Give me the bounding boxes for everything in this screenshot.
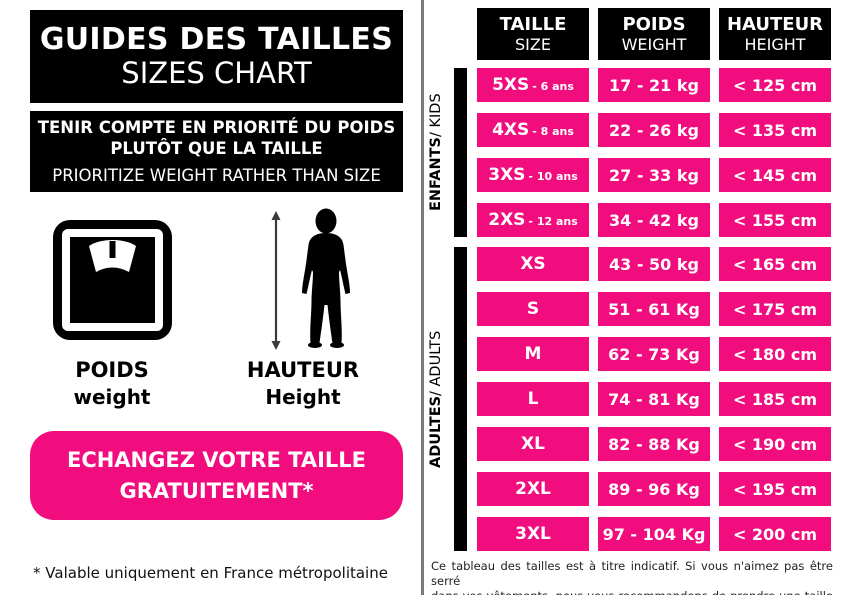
weight-cell: 51 - 61 Kg <box>598 292 710 326</box>
adults-group-label: ADULTES / ADULTS <box>428 330 444 468</box>
vertical-divider <box>421 0 424 595</box>
table-row: XS 43 - 50 kg < 165 cm <box>477 247 831 281</box>
table-row: 2XL 89 - 96 Kg < 195 cm <box>477 472 831 506</box>
weight-cell: 34 - 42 kg <box>598 203 710 237</box>
size-cell: 2XS - 12 ans <box>477 203 589 237</box>
priority-notice: TENIR COMPTE EN PRIORITÉ DU POIDS PLUTÔT… <box>30 111 403 192</box>
weight-cell: 89 - 96 Kg <box>598 472 710 506</box>
kids-group-gutter: ENFANTS / KIDS <box>424 68 467 237</box>
table-header-row: TAILLE SIZE POIDS WEIGHT HAUTEUR HEIGHT <box>477 8 831 60</box>
height-cell: < 175 cm <box>719 292 831 326</box>
weight-cell: 43 - 50 kg <box>598 247 710 281</box>
notice-english: PRIORITIZE WEIGHT RATHER THAN SIZE <box>52 166 381 186</box>
size-cell: 3XL <box>477 517 589 551</box>
table-row: S 51 - 61 Kg < 175 cm <box>477 292 831 326</box>
table-row: 2XS - 12 ans 34 - 42 kg < 155 cm <box>477 203 831 237</box>
scale-icon <box>53 220 172 340</box>
weight-cell: 82 - 88 Kg <box>598 427 710 461</box>
kids-group-section: ENFANTS / KIDS 5XS - 6 ans 17 - 21 kg < 1… <box>424 68 831 237</box>
size-cell: 4XS - 8 ans <box>477 113 589 147</box>
height-cell: < 165 cm <box>719 247 831 281</box>
table-row: L 74 - 81 Kg < 185 cm <box>477 382 831 416</box>
person-height-icon <box>271 208 350 350</box>
adults-rows: XS 43 - 50 kg < 165 cm S 51 - 61 Kg < 17… <box>477 247 831 551</box>
size-cell: S <box>477 292 589 326</box>
adults-group-gutter: ADULTES / ADULTS <box>424 247 467 551</box>
height-cell: < 180 cm <box>719 337 831 371</box>
size-cell: M <box>477 337 589 371</box>
column-header-weight: POIDS WEIGHT <box>598 8 710 60</box>
size-cell: 3XS - 10 ans <box>477 158 589 192</box>
table-row: XL 82 - 88 Kg < 190 cm <box>477 427 831 461</box>
notice-french: TENIR COMPTE EN PRIORITÉ DU POIDS PLUTÔT… <box>37 117 396 158</box>
size-cell: L <box>477 382 589 416</box>
kids-rows: 5XS - 6 ans 17 - 21 kg < 125 cm 4XS - 8 an… <box>477 68 831 237</box>
height-legend: HAUTEUR Height <box>246 358 360 410</box>
weight-legend: POIDS weight <box>73 358 151 410</box>
weight-cell: 74 - 81 Kg <box>598 382 710 416</box>
weight-cell: 27 - 33 kg <box>598 158 710 192</box>
title-english: SIZES CHART <box>121 56 312 91</box>
table-row: 4XS - 8 ans 22 - 26 kg < 135 cm <box>477 113 831 147</box>
height-arrow-icon <box>271 211 281 350</box>
height-cell: < 155 cm <box>719 203 831 237</box>
page-title: GUIDES DES TAILLES SIZES CHART <box>30 10 403 103</box>
weight-cell: 22 - 26 kg <box>598 113 710 147</box>
kids-group-bar <box>454 68 467 237</box>
height-cell: < 200 cm <box>719 517 831 551</box>
size-cell: XS <box>477 247 589 281</box>
table-row: 3XL 97 - 104 Kg < 200 cm <box>477 517 831 551</box>
title-french: GUIDES DES TAILLES <box>39 21 394 57</box>
height-cell: < 195 cm <box>719 472 831 506</box>
table-row: 3XS - 10 ans 27 - 33 kg < 145 cm <box>477 158 831 192</box>
size-cell: 5XS - 6 ans <box>477 68 589 102</box>
height-cell: < 190 cm <box>719 427 831 461</box>
adults-group-bar <box>454 247 467 551</box>
weight-cell: 62 - 73 Kg <box>598 337 710 371</box>
height-cell: < 185 cm <box>719 382 831 416</box>
height-cell: < 145 cm <box>719 158 831 192</box>
column-header-size: TAILLE SIZE <box>477 8 589 60</box>
weight-cell: 17 - 21 kg <box>598 68 710 102</box>
column-header-height: HAUTEUR HEIGHT <box>719 8 831 60</box>
free-size-exchange-button[interactable]: ECHANGEZ VOTRE TAILLE GRATUITEMENT* <box>30 431 403 520</box>
footnote: * Valable uniquement en France métropoli… <box>33 564 388 582</box>
size-cell: 2XL <box>477 472 589 506</box>
weight-cell: 97 - 104 Kg <box>598 517 710 551</box>
table-row: 5XS - 6 ans 17 - 21 kg < 125 cm <box>477 68 831 102</box>
size-guide-left-panel: GUIDES DES TAILLES SIZES CHART TENIR COM… <box>30 10 403 582</box>
kids-group-label: ENFANTS / KIDS <box>428 93 444 212</box>
size-table: TAILLE SIZE POIDS WEIGHT HAUTEUR HEIGHT … <box>424 0 842 595</box>
size-cell: XL <box>477 427 589 461</box>
adults-group-section: ADULTES / ADULTS XS 43 - 50 kg < 165 cm … <box>424 247 831 551</box>
table-disclaimer: Ce tableau des tailles est à titre indic… <box>431 559 833 595</box>
height-cell: < 125 cm <box>719 68 831 102</box>
table-row: M 62 - 73 Kg < 180 cm <box>477 337 831 371</box>
height-cell: < 135 cm <box>719 113 831 147</box>
